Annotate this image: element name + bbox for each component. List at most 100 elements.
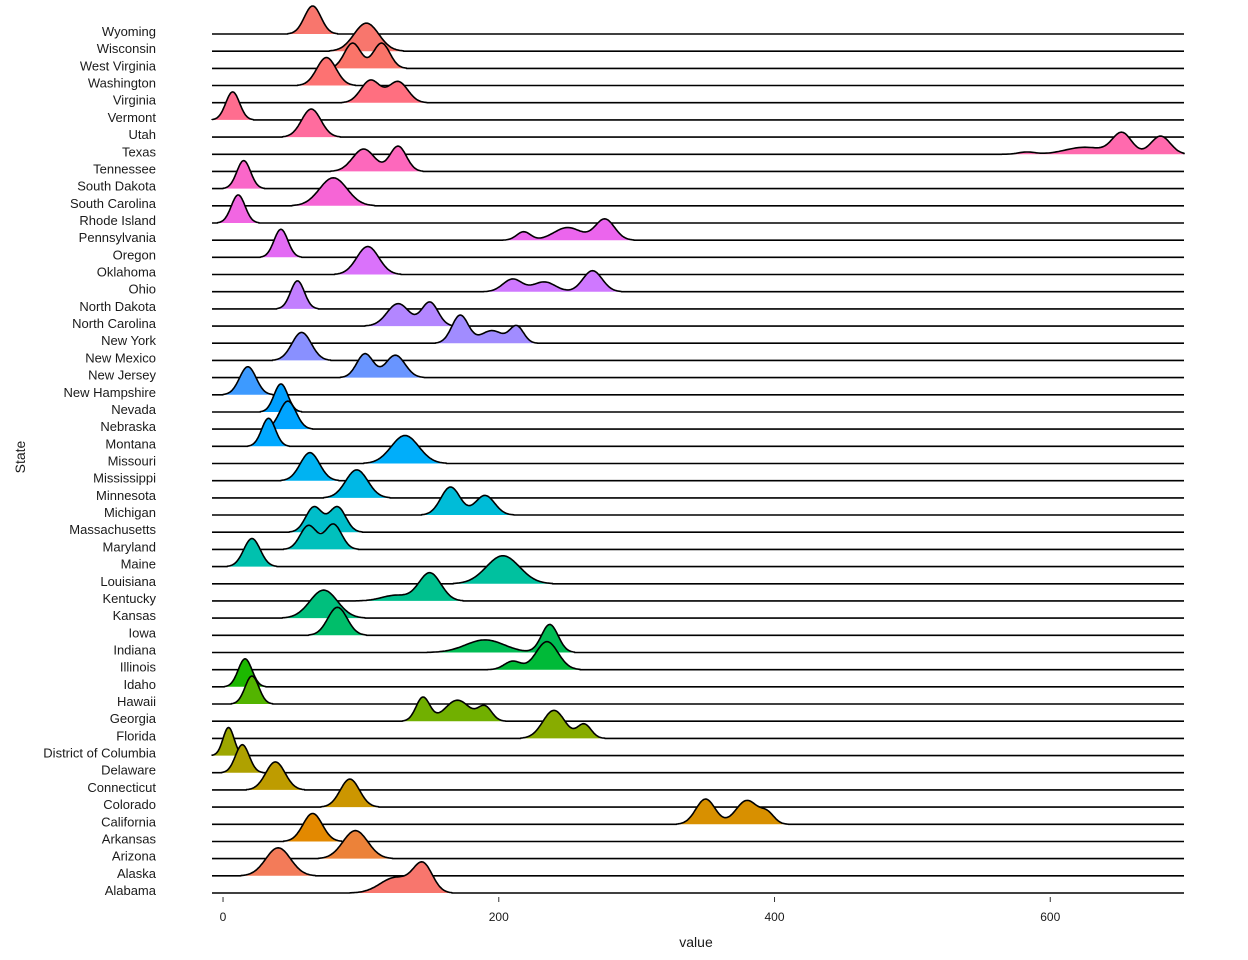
x-tick-label: 200 [489, 910, 509, 924]
ridge-outline [212, 709, 1184, 740]
ridge-outline [212, 555, 1184, 585]
ridge-area [217, 195, 259, 223]
ridge-area [283, 523, 359, 550]
y-tick-label: Delaware [101, 763, 156, 778]
ridge-arizona [212, 829, 1184, 860]
ridge-area [282, 590, 365, 619]
y-tick-label: Nevada [111, 402, 157, 417]
y-tick-label: New Hampshire [64, 385, 156, 400]
ridge-outline [212, 696, 1184, 722]
x-tick-label: 400 [765, 910, 785, 924]
ridge-ohio [212, 269, 1184, 293]
ridge-west-virginia [212, 42, 1184, 70]
ridge-area [453, 555, 553, 584]
ridge-area [224, 658, 266, 687]
ridge-oregon [212, 228, 1184, 259]
ridge-area [221, 744, 263, 773]
ridge-outline [212, 218, 1184, 241]
ridge-vermont [211, 91, 1184, 121]
ridge-illinois [212, 640, 1184, 671]
ridge-north-dakota [212, 280, 1184, 310]
ridge-washington [212, 56, 1184, 87]
ridge-outline [212, 486, 1184, 516]
ridge-outline [212, 159, 1184, 190]
x-axis-title: value [679, 934, 713, 950]
ridge-rhode-island [212, 194, 1184, 224]
ridge-tennessee [212, 145, 1184, 173]
ridge-outline [212, 417, 1184, 448]
ridge-outline [212, 383, 1184, 413]
ridge-idaho [212, 658, 1184, 688]
ridge-district-of-columbia [211, 726, 1184, 757]
y-tick-labels: Wyoming Wisconsin West Virginia Washington V… [43, 24, 156, 898]
y-tick-label: New Jersey [88, 368, 156, 383]
y-tick-label: Mississippi [93, 471, 156, 486]
y-tick-label: Wyoming [102, 24, 156, 39]
ridge-iowa [212, 606, 1184, 637]
ridge-south-dakota [212, 159, 1184, 190]
ridge-area [212, 91, 254, 120]
y-tick-label: Kansas [113, 608, 157, 623]
ridge-area [365, 301, 455, 327]
ridge-outline [212, 778, 1184, 808]
y-tick-label: Washington [88, 76, 156, 91]
y-tick-label: North Dakota [79, 299, 156, 314]
ridge-florida [212, 709, 1184, 740]
ridge-area [421, 487, 514, 515]
ridge-outline [212, 847, 1184, 877]
ridge-area [427, 624, 575, 653]
ridge-area [212, 727, 246, 756]
ridge-outline [212, 761, 1184, 791]
ridge-area [283, 813, 342, 842]
ridge-nebraska [212, 400, 1184, 430]
ridge-outline [212, 331, 1184, 362]
y-tick-label: Florida [116, 728, 157, 743]
ridge-wyoming [212, 5, 1184, 35]
y-tick-label: Michigan [104, 505, 156, 520]
y-tick-label: California [101, 814, 157, 829]
y-tick-label: Vermont [108, 110, 157, 125]
y-tick-label: District of Columbia [43, 746, 156, 761]
ridge-outline [212, 400, 1184, 430]
ridge-area [327, 43, 407, 69]
y-tick-label: Virginia [113, 93, 157, 108]
ridge-outline [212, 177, 1184, 207]
ridge-outline [211, 91, 1184, 121]
ridge-area [246, 761, 305, 790]
ridge-outline [212, 194, 1184, 224]
ridge-new-mexico [212, 331, 1184, 362]
ridge-outline [212, 42, 1184, 70]
ridge-area [247, 418, 290, 447]
y-tick-label: Indiana [113, 643, 156, 658]
ridge-area [297, 57, 356, 86]
ridge-outline [212, 269, 1184, 293]
ridge-area [223, 366, 273, 395]
ridge-michigan [212, 486, 1184, 516]
x-axis: 0 200 400 600 [220, 897, 1061, 924]
ridge-area [502, 218, 634, 241]
ridge-maryland [212, 523, 1184, 551]
ridge-area [520, 710, 605, 739]
ridge-area [227, 538, 277, 567]
ridge-kansas [212, 589, 1184, 619]
y-tick-label: Georgia [110, 711, 157, 726]
ridge-colorado [212, 778, 1184, 808]
ridge-virginia [212, 79, 1184, 104]
ridge-outline [212, 352, 1184, 379]
ridge-outline [212, 505, 1184, 533]
ridge-area [282, 109, 341, 138]
ridge-outline [212, 314, 1184, 344]
y-tick-label: Montana [105, 436, 156, 451]
ridge-outline [211, 726, 1184, 757]
y-axis-title: State [12, 440, 28, 473]
ridge-outline [212, 245, 1184, 276]
ridge-new-jersey [212, 352, 1184, 379]
ridge-outline [212, 56, 1184, 87]
ridge-area [272, 332, 331, 361]
ridge-outline [212, 798, 1184, 826]
ridge-south-carolina [212, 177, 1184, 207]
ridge-arkansas [212, 812, 1184, 843]
ridge-outline [212, 366, 1184, 396]
ridge-outline [212, 228, 1184, 259]
